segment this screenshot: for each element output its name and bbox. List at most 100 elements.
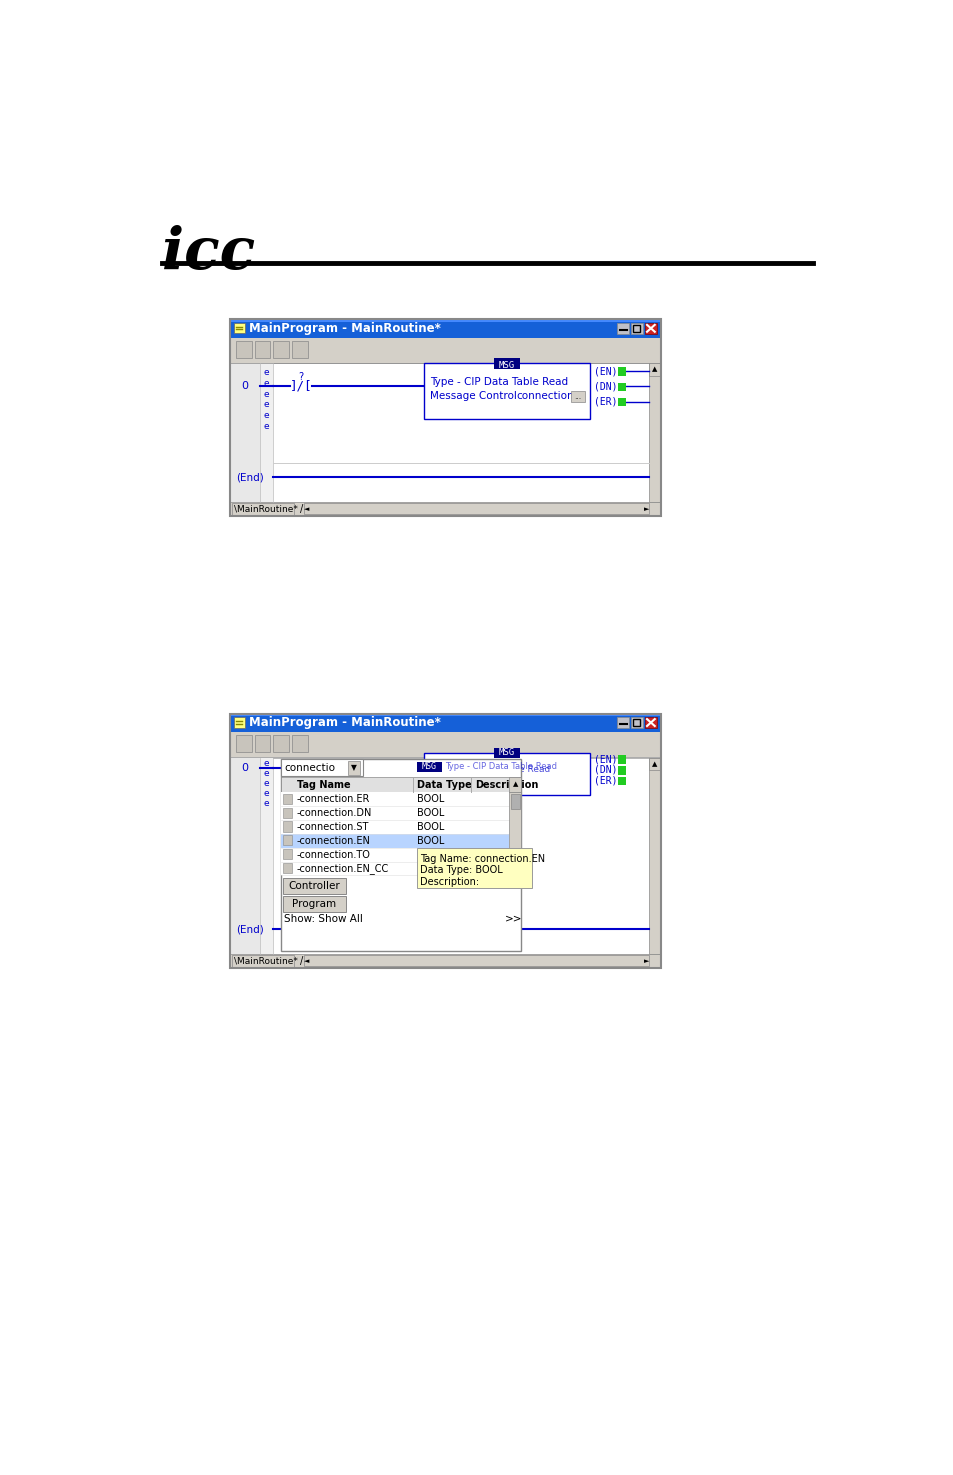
Text: BOOL: BOOL [416, 808, 444, 819]
Bar [282, 879, 346, 894]
Bar [509, 792, 521, 875]
Text: ►: ► [643, 506, 649, 512]
Text: >>: >> [504, 913, 521, 923]
Bar [281, 833, 509, 848]
Bar [233, 954, 294, 968]
Text: e: e [263, 422, 269, 431]
Text: 0: 0 [241, 764, 248, 773]
Text: (End): (End) [236, 472, 264, 482]
Bar [633, 720, 639, 726]
Bar [292, 341, 307, 358]
Text: (ER): (ER) [593, 397, 617, 407]
Text: Type - CIP Data Table Read: Type - CIP Data Table Read [430, 766, 550, 774]
Bar [230, 338, 660, 363]
Text: BOOL: BOOL [416, 822, 444, 832]
Text: Type - CIP Data Table Read: Type - CIP Data Table Read [430, 378, 568, 388]
Bar [282, 822, 292, 832]
Bar [282, 794, 292, 804]
Text: ]/[: ]/[ [289, 763, 312, 774]
Bar [236, 735, 252, 752]
Bar [618, 367, 625, 376]
Bar [618, 382, 625, 391]
Bar [509, 777, 521, 792]
Text: connection: connection [517, 391, 574, 401]
Bar [259, 758, 274, 954]
Bar [493, 358, 519, 369]
Text: -connection.DN: -connection.DN [296, 808, 372, 819]
Bar [648, 363, 660, 376]
Text: Message Control: Message Control [430, 391, 517, 401]
Bar [423, 363, 590, 419]
Text: -connection.EN: -connection.EN [296, 836, 370, 845]
Bar [510, 794, 519, 810]
Text: (EN): (EN) [593, 366, 617, 376]
Bar [230, 363, 259, 502]
Text: \MainRoutine*: \MainRoutine* [233, 504, 297, 513]
Text: /: / [299, 956, 303, 966]
Text: 0: 0 [241, 382, 248, 391]
Bar [259, 363, 274, 502]
Bar [233, 717, 245, 727]
Text: Data Type: BOOL: Data Type: BOOL [419, 866, 502, 875]
Text: (DN): (DN) [593, 766, 617, 774]
Text: -connection.TO: -connection.TO [296, 850, 370, 860]
Bar [230, 320, 660, 516]
Bar [571, 391, 584, 401]
Text: e: e [263, 770, 269, 779]
Bar [230, 320, 660, 338]
Bar [230, 714, 660, 968]
Text: ►: ► [643, 957, 649, 963]
Text: MainProgram - MainRoutine*: MainProgram - MainRoutine* [249, 717, 440, 730]
Text: Tag Name: Tag Name [296, 779, 350, 789]
Text: e: e [263, 789, 269, 798]
Bar [282, 808, 292, 817]
Bar [281, 760, 362, 776]
Text: BOOL: BOOL [416, 863, 444, 873]
Text: e: e [263, 379, 269, 388]
Bar [618, 766, 625, 774]
Bar [648, 758, 660, 770]
Bar [230, 363, 660, 516]
Bar [281, 848, 509, 861]
Bar [274, 341, 289, 358]
Text: ▲: ▲ [652, 366, 657, 373]
Bar [230, 758, 660, 968]
Bar [282, 897, 346, 912]
Bar [281, 807, 509, 820]
Text: e: e [263, 760, 269, 768]
Bar [630, 323, 642, 333]
Text: e: e [263, 779, 269, 788]
Bar [282, 850, 292, 860]
Text: MSG: MSG [498, 361, 515, 370]
Text: MSG: MSG [421, 763, 436, 771]
Text: BOOL: BOOL [416, 794, 444, 804]
Text: Data Type: Data Type [416, 779, 471, 789]
Text: Show: Show All: Show: Show All [284, 913, 363, 923]
Bar [416, 848, 531, 888]
Bar [274, 735, 289, 752]
Text: ◄: ◄ [304, 957, 310, 963]
Bar [618, 398, 625, 407]
Text: Tag Name: connection.EN: Tag Name: connection.EN [419, 854, 544, 864]
Bar [282, 863, 292, 873]
Bar [423, 752, 590, 795]
Text: ?: ? [297, 372, 303, 382]
Text: e: e [263, 412, 269, 420]
Text: connectio: connectio [284, 763, 335, 773]
Bar [348, 761, 360, 774]
Bar [282, 835, 292, 845]
Text: icc: icc [162, 224, 254, 282]
Bar [281, 792, 509, 807]
Bar [630, 717, 642, 729]
Text: Type - CIP Data Table Read: Type - CIP Data Table Read [444, 763, 557, 771]
Text: ]/[: ]/[ [289, 381, 312, 392]
Bar [254, 735, 270, 752]
Bar [230, 758, 259, 954]
Text: e: e [263, 400, 269, 410]
Text: ▼: ▼ [351, 763, 356, 771]
Text: BOOL: BOOL [416, 850, 444, 860]
Text: -connection.ER: -connection.ER [296, 794, 370, 804]
Text: (ER): (ER) [593, 776, 617, 786]
Bar [230, 502, 660, 516]
Bar [648, 758, 660, 954]
